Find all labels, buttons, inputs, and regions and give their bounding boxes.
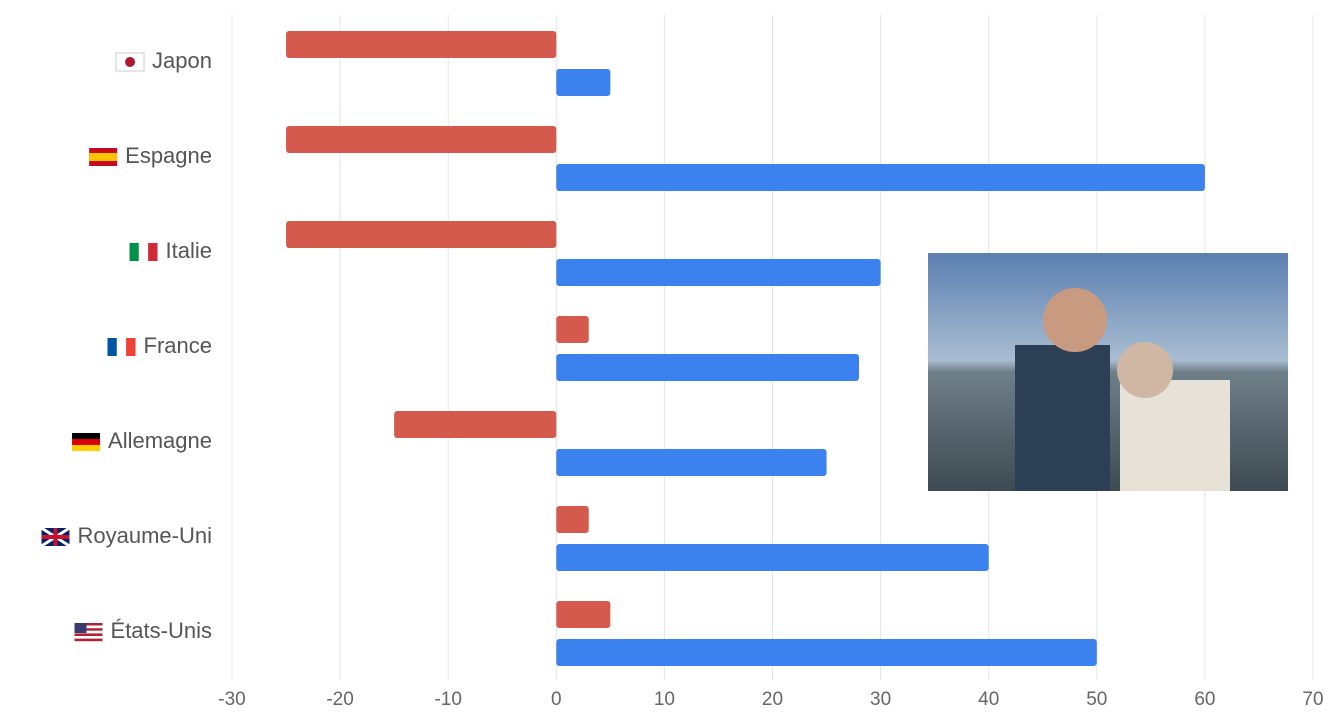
category-label: Espagne xyxy=(125,143,212,168)
bar xyxy=(556,69,611,96)
category-label: Allemagne xyxy=(108,428,212,453)
flag-icon xyxy=(72,433,101,451)
flag xyxy=(72,439,101,445)
x-tick-label: 20 xyxy=(762,689,783,710)
flag xyxy=(74,623,87,633)
bar xyxy=(556,601,611,628)
flag xyxy=(148,243,158,261)
flag-icon xyxy=(40,526,71,548)
bar xyxy=(556,449,827,476)
category-label: Italie xyxy=(166,238,212,263)
flag xyxy=(74,636,103,639)
bar xyxy=(286,221,557,248)
x-tick-label: -10 xyxy=(434,689,461,710)
x-tick-label: 10 xyxy=(654,689,675,710)
x-tick-label: 50 xyxy=(1086,689,1107,710)
bar xyxy=(556,506,589,533)
x-tick-label: 60 xyxy=(1194,689,1215,710)
flag xyxy=(72,445,101,451)
bar xyxy=(556,354,859,381)
category-label: Japon xyxy=(152,48,212,73)
flag xyxy=(89,153,118,161)
bars xyxy=(286,31,1205,666)
flag xyxy=(74,628,103,631)
category-label: États-Unis xyxy=(111,618,212,643)
flag xyxy=(41,528,70,546)
x-tick-label: 70 xyxy=(1302,689,1323,710)
flag xyxy=(74,625,103,629)
x-tick-label: -30 xyxy=(218,689,245,710)
labels: -30 -20 -10 0 10 20 30 40 50 60 70 Japon Espagne Ital… xyxy=(40,48,1324,710)
flag xyxy=(107,338,117,356)
x-tick-label: -20 xyxy=(326,689,353,710)
bar xyxy=(394,411,557,438)
bar xyxy=(556,544,989,571)
flag xyxy=(129,243,139,261)
flag xyxy=(74,638,103,642)
bar xyxy=(556,639,1097,666)
category-label: France xyxy=(144,333,212,358)
flag xyxy=(125,57,136,67)
flag xyxy=(74,630,103,634)
bar xyxy=(556,259,881,286)
flag xyxy=(126,338,136,356)
flag-icon xyxy=(129,243,158,261)
flag-icon xyxy=(74,623,103,642)
flag xyxy=(138,243,149,261)
x-tick-label: 0 xyxy=(551,689,562,710)
category-label: Royaume-Uni xyxy=(78,523,213,548)
flag xyxy=(72,433,101,439)
bar xyxy=(556,164,1205,191)
flag xyxy=(74,633,103,636)
flag-icon xyxy=(107,338,136,356)
flag-icon xyxy=(115,52,145,72)
x-tick-label: 30 xyxy=(870,689,891,710)
flag xyxy=(74,623,103,626)
x-tick-label: 40 xyxy=(978,689,999,710)
bar xyxy=(286,126,557,153)
bar xyxy=(286,31,557,58)
flag-icon xyxy=(89,148,118,166)
bar xyxy=(556,316,589,343)
flag xyxy=(116,338,127,356)
photo xyxy=(928,253,1288,491)
